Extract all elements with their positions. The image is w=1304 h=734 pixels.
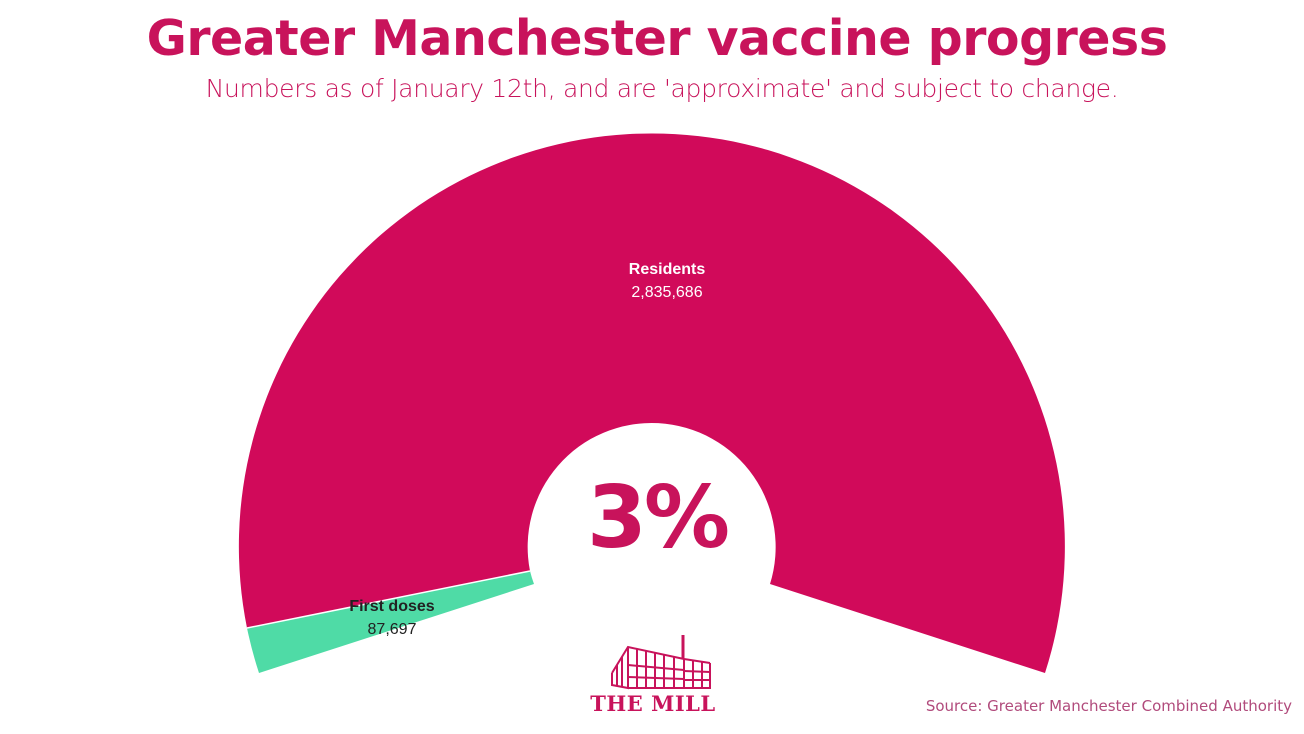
logo-text: THE MILL (590, 691, 716, 716)
residents-value: 2,835,686 (631, 284, 702, 301)
residents-segment (238, 133, 1065, 674)
mill-building-icon (611, 635, 711, 690)
the-mill-logo: THE MILL (586, 633, 720, 721)
first-doses-segment (247, 571, 534, 673)
chart-subtitle: Numbers as of January 12th, and are 'app… (205, 74, 1119, 103)
source-note: Source: Greater Manchester Combined Auth… (925, 697, 1292, 715)
segment-divider (246, 570, 531, 629)
percentage-label: 3% (586, 468, 730, 568)
chart-title: Greater Manchester vaccine progress (146, 10, 1168, 67)
first-doses-value: 87,697 (368, 621, 417, 638)
residents-label: Residents (629, 261, 706, 278)
first-doses-label: First doses (349, 598, 434, 615)
